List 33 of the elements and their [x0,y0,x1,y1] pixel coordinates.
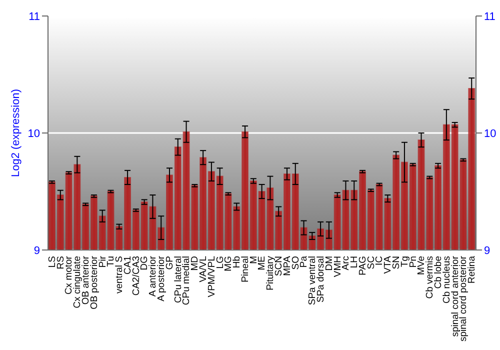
x-tick-label: Pituitary [265,256,276,290]
y2-tick-label: 11 [484,10,496,23]
x-tick-label: A anterior [148,256,159,297]
x-tick-label: ME [256,256,268,270]
x-tick-label: CPu medial [181,256,192,306]
x-tick-label: M [248,256,260,264]
x-tick-label: Pir [97,256,108,268]
x-tick-label: VMH [332,256,344,278]
x-tick-label: Retina [466,255,478,284]
x-tick-label: DM [324,256,335,271]
y-tick-label: 9 [34,244,40,257]
x-tick-label: VA/VL [198,256,209,282]
y2-tick-label: 10 [484,128,496,140]
y-tick-label: 11 [28,10,40,23]
x-tick-label: SO [290,256,302,270]
y2-tick-label: 9 [484,244,490,257]
y-axis-title: Log2 (expression) [10,88,22,178]
x-tick-label: SPa dorsal [315,256,326,302]
x-tick-label: DG [139,256,150,270]
x-tick-label: CA1 [122,256,134,274]
x-tick-label: spinal cord posterior [458,256,470,342]
x-tick-label: Pa [298,255,310,268]
x-tick-label: spinal cord anterior [450,256,461,337]
x-tick-label: LS [46,256,58,268]
x-tick-label: Arc [340,256,352,270]
x-tick-label: Cb lobe [432,256,444,289]
x-tick-label: IC [374,256,386,266]
y-tick-label: 10 [28,128,40,140]
x-tick-label: RS [55,256,66,270]
x-tick-label: VPM/VPL [206,256,218,298]
x-tick-label: Cb nucleus [441,256,452,304]
x-tick-label: MVe [416,256,428,276]
x-tick-label: PAG [357,256,368,276]
